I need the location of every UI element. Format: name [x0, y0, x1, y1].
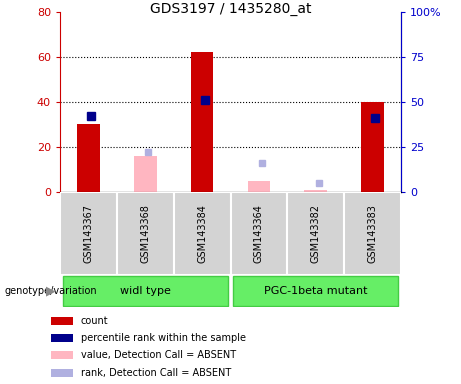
Bar [52, 351, 73, 359]
Bar [304, 190, 327, 192]
Text: GSM143367: GSM143367 [83, 204, 94, 263]
Text: GSM143382: GSM143382 [311, 204, 321, 263]
Bar [344, 192, 401, 275]
Text: ▶: ▶ [46, 285, 55, 297]
Text: count: count [81, 316, 108, 326]
Text: widl type: widl type [120, 286, 171, 296]
Bar [191, 52, 213, 192]
Bar [230, 192, 287, 275]
Text: percentile rank within the sample: percentile rank within the sample [81, 333, 246, 343]
Text: GDS3197 / 1435280_at: GDS3197 / 1435280_at [150, 2, 311, 16]
Bar [52, 317, 73, 325]
Text: GSM143368: GSM143368 [140, 204, 150, 263]
Bar [248, 181, 270, 192]
Text: rank, Detection Call = ABSENT: rank, Detection Call = ABSENT [81, 368, 231, 378]
Bar [77, 124, 100, 192]
Bar [52, 334, 73, 342]
Text: GSM143383: GSM143383 [367, 204, 378, 263]
Bar [287, 192, 344, 275]
Bar [117, 192, 174, 275]
Text: genotype/variation: genotype/variation [5, 286, 97, 296]
Bar [52, 369, 73, 377]
Bar [174, 192, 230, 275]
Bar [361, 102, 384, 192]
Bar [134, 156, 157, 192]
Text: GSM143364: GSM143364 [254, 204, 264, 263]
Text: value, Detection Call = ABSENT: value, Detection Call = ABSENT [81, 350, 236, 360]
Text: PGC-1beta mutant: PGC-1beta mutant [264, 286, 367, 296]
Text: GSM143384: GSM143384 [197, 204, 207, 263]
FancyBboxPatch shape [63, 276, 228, 306]
Bar [60, 192, 117, 275]
FancyBboxPatch shape [233, 276, 398, 306]
